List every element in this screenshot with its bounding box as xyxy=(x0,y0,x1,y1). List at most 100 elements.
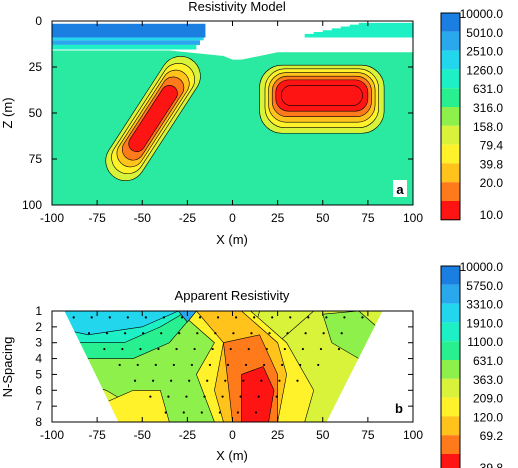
colorbar-label: 3310.0 xyxy=(466,298,503,312)
y-tick-label: 2 xyxy=(35,320,42,334)
data-point xyxy=(317,363,320,367)
data-point xyxy=(126,316,129,319)
top-panel-title: Resistivity Model xyxy=(188,0,286,14)
bottom-y-axis: 1 2 3 45 6 7 8 xyxy=(35,304,413,429)
data-point xyxy=(322,332,325,335)
colorbar-swatch xyxy=(441,107,460,126)
colorbar-label: 120.0 xyxy=(473,410,503,424)
y-tick-label: 6 xyxy=(35,383,42,397)
pseudosection-points xyxy=(72,316,364,414)
y-tick-label: 1 xyxy=(35,304,42,318)
data-point xyxy=(170,379,173,382)
x-tick-label: 25 xyxy=(271,211,285,225)
colorbar-label: 631.0 xyxy=(473,354,503,368)
data-point xyxy=(343,316,346,319)
x-tick-label: 75 xyxy=(361,211,375,225)
colorbar-frame xyxy=(440,12,461,221)
data-point xyxy=(265,347,268,351)
y-tick-label: 3 xyxy=(35,336,42,350)
colorbar-swatch xyxy=(441,303,460,323)
data-point xyxy=(203,395,206,398)
data-point xyxy=(175,347,178,351)
data-point xyxy=(157,347,160,351)
data-point xyxy=(283,347,286,351)
x-tick-label: 100 xyxy=(403,428,423,442)
y-tick-label: 75 xyxy=(29,152,43,166)
contour-band xyxy=(177,311,198,323)
data-point xyxy=(260,379,263,382)
data-point xyxy=(244,363,248,367)
data-point xyxy=(164,411,167,414)
layer-edge xyxy=(52,44,197,50)
data-point xyxy=(214,332,217,335)
y-tick-label: 8 xyxy=(35,415,42,429)
data-point xyxy=(289,316,292,319)
data-point xyxy=(154,363,157,367)
top-y-axis: 0 25 50 75 100 xyxy=(22,14,413,212)
y-tick-label: 0 xyxy=(35,14,42,28)
data-point xyxy=(319,347,323,351)
colorbar-swatch xyxy=(441,13,460,32)
data-point xyxy=(254,411,258,414)
resistivity-model-plot xyxy=(52,21,413,205)
x-tick-label: -25 xyxy=(179,211,197,225)
colorbar-label: 1100.0 xyxy=(467,335,503,349)
bottom-colorbar: 10000.0 5750.0 3310.0 1910.0 1100.0 631.0 363.… xyxy=(440,260,503,468)
data-point xyxy=(206,379,209,382)
colorbar-label: 39.8 xyxy=(480,157,504,171)
colorbar-label: 2510.0 xyxy=(466,45,503,59)
colorbar-swatch xyxy=(441,50,460,70)
data-point xyxy=(172,363,175,367)
data-point xyxy=(268,332,271,335)
data-point xyxy=(121,347,124,351)
colorbar-label: 363.0 xyxy=(473,373,503,387)
data-point xyxy=(226,363,230,367)
data-point xyxy=(180,316,184,319)
data-point xyxy=(216,316,220,319)
data-point xyxy=(275,395,278,398)
x-tick-label: -50 xyxy=(134,211,152,225)
data-point xyxy=(198,316,202,319)
data-point xyxy=(103,347,106,351)
data-point xyxy=(361,316,364,319)
panel-b-badge-box xyxy=(392,399,406,416)
colorbar-swatch xyxy=(441,454,460,468)
block-contour xyxy=(280,85,363,106)
colorbar-frame xyxy=(440,265,461,468)
colorbar-swatch xyxy=(441,341,460,360)
data-point xyxy=(178,332,181,335)
pseudosection-plot xyxy=(64,311,383,422)
colorbar-label: 631.0 xyxy=(473,82,503,96)
colorbar-swatch xyxy=(441,69,460,89)
x-tick-label: -50 xyxy=(134,428,152,442)
data-point xyxy=(236,411,240,414)
data-point xyxy=(139,347,142,351)
data-point xyxy=(257,395,260,398)
data-point xyxy=(281,363,284,367)
data-point xyxy=(286,332,289,335)
data-point xyxy=(224,379,227,382)
data-point xyxy=(185,395,188,398)
colorbar-swatch xyxy=(441,378,460,398)
dipping-conductor xyxy=(105,56,201,181)
colorbar-swatch xyxy=(441,322,460,342)
bottom-y-axis-label: N-Spacing xyxy=(0,337,15,398)
data-point xyxy=(188,379,191,382)
data-point xyxy=(340,332,343,335)
data-point xyxy=(136,363,139,367)
data-point xyxy=(193,347,196,351)
data-point xyxy=(229,347,232,351)
colorbar-swatch xyxy=(441,284,460,304)
data-point xyxy=(325,316,328,319)
right-surface-layer xyxy=(304,22,413,38)
data-point xyxy=(142,332,145,335)
data-point xyxy=(221,395,224,398)
bottom-panel-title: Apparent Resistivity xyxy=(175,288,290,303)
colorbar-label: 1260.0 xyxy=(466,63,503,77)
x-tick-label: 75 xyxy=(361,428,375,442)
colorbar-label: 5010.0 xyxy=(466,26,503,40)
data-point xyxy=(211,347,214,351)
colorbar-swatch xyxy=(441,125,460,145)
colorbar-label: 158.0 xyxy=(473,120,503,134)
